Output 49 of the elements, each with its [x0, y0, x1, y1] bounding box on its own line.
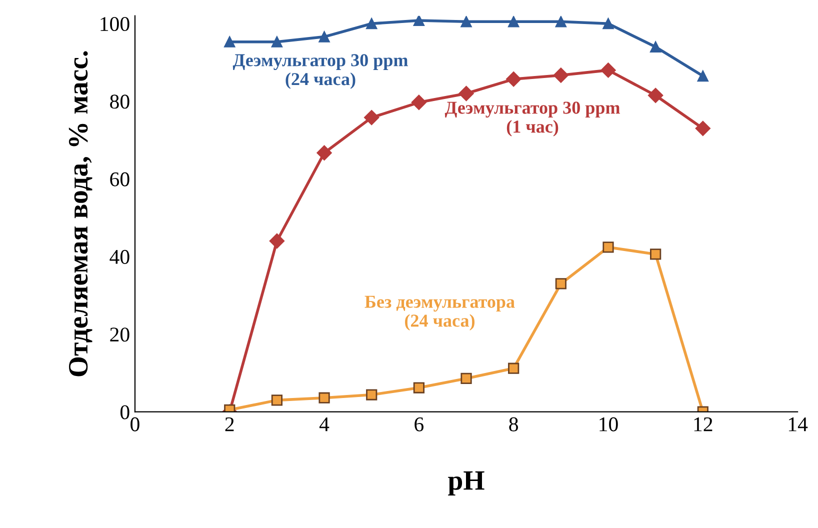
point — [555, 16, 566, 28]
point — [224, 36, 236, 48]
x-tick-label: 10 — [600, 417, 618, 432]
point — [602, 18, 614, 30]
y-tick-label: 20 — [110, 328, 130, 342]
point — [460, 372, 472, 384]
y-tick-label: 0 — [120, 405, 130, 420]
point — [364, 110, 380, 126]
point — [413, 16, 424, 26]
x-tick-label: 4 — [319, 417, 330, 432]
x-tick-label: 12 — [694, 417, 712, 432]
x-tick-label: 0 — [130, 417, 140, 432]
point — [411, 94, 427, 110]
point — [697, 70, 708, 82]
x-tick-label: 2 — [225, 417, 234, 432]
y-tick-label: 100 — [100, 16, 130, 32]
point — [318, 392, 330, 404]
series-label: Деэмульгатор 30 ppm (24 часа) — [232, 54, 408, 89]
point — [695, 120, 710, 136]
y-tick-label: 60 — [110, 172, 130, 186]
x-tick-label: 6 — [414, 417, 424, 432]
point — [366, 389, 378, 400]
point — [650, 248, 662, 260]
point — [460, 16, 472, 28]
point — [508, 362, 520, 374]
point — [650, 41, 662, 52]
point — [553, 68, 568, 83]
y-axis-title: Отделяемая вода, % масс. — [68, 51, 92, 376]
point — [602, 242, 614, 253]
point — [555, 278, 566, 290]
x-tick-label: 8 — [509, 417, 518, 432]
point — [269, 233, 285, 249]
point — [271, 394, 283, 406]
y-tick-label: 80 — [110, 94, 130, 109]
point — [413, 382, 424, 394]
point — [318, 31, 330, 42]
point — [458, 86, 474, 102]
x-axis-title: pH — [448, 471, 484, 496]
point — [506, 72, 522, 87]
point — [316, 145, 332, 160]
point — [600, 62, 616, 78]
series-label: Без деэмульгатора (24 часа) — [364, 296, 515, 330]
point — [648, 88, 664, 103]
point — [508, 16, 520, 28]
point — [366, 18, 378, 30]
x-tick-label: 14 — [788, 417, 808, 432]
y-tick-label: 40 — [110, 250, 130, 264]
point — [271, 36, 283, 48]
series-label: Деэмульгатор 30 ppm (1 час) — [444, 102, 620, 136]
